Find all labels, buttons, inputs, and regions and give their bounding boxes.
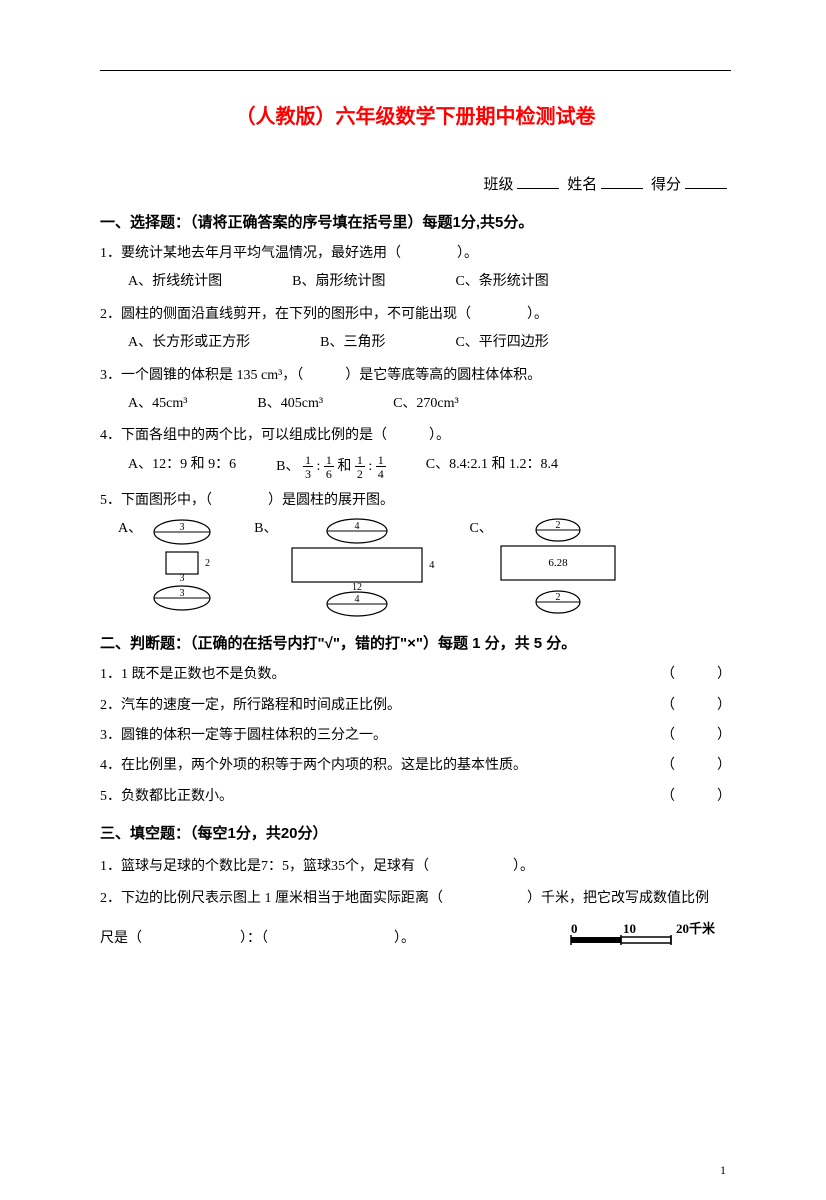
svg-text:2: 2 <box>555 520 560 531</box>
diagram-c-svg: 2 6.28 2 <box>493 518 623 618</box>
svg-text:3: 3 <box>180 588 185 599</box>
q1-opt-b: B、扇形统计图 <box>292 271 385 293</box>
q2-opt-b: B、三角形 <box>320 332 385 354</box>
class-label: 班级 <box>483 177 513 193</box>
judge-3-paren: （ ） <box>661 725 731 747</box>
name-blank <box>601 173 643 189</box>
q4b-prefix: B、 <box>276 459 299 474</box>
section2-heading: 二、判断题：（正确的在括号内打"√"，错的打"×"）每题 1 分，共 5 分。 <box>100 632 731 656</box>
scale-ruler: 0 10 20千米 <box>561 921 731 957</box>
svg-text:20千米: 20千米 <box>676 921 716 936</box>
q4-opt-a: A、12：9 和 9：6 <box>128 454 236 480</box>
judge-2-text: 2．汽车的速度一定，所行路程和时间成正比例。 <box>100 695 401 717</box>
class-blank <box>517 173 559 189</box>
svg-text:4: 4 <box>429 559 435 571</box>
q4b-mid: 和 <box>337 459 351 474</box>
q5-diagram-a: A、 3 3 2 3 <box>118 518 222 618</box>
svg-text:6.28: 6.28 <box>548 557 568 569</box>
q2-options: A、长方形或正方形 B、三角形 C、平行四边形 <box>128 332 731 354</box>
q4-options: A、12：9 和 9：6 B、 13 : 16 和 12 : 14 C、8.4:… <box>128 454 731 480</box>
fill-q2b: 尺是（ ）：（ ）。 <box>100 928 415 950</box>
judge-5: 5．负数都比正数小。 （ ） <box>100 786 731 808</box>
q4-opt-b: B、 13 : 16 和 12 : 14 <box>276 454 386 480</box>
svg-text:2: 2 <box>555 592 560 603</box>
page-number: 1 <box>720 1161 726 1180</box>
judge-5-text: 5．负数都比正数小。 <box>100 786 233 808</box>
name-label: 姓名 <box>567 177 597 193</box>
q3-opt-b: B、405cm³ <box>257 393 323 415</box>
svg-text:10: 10 <box>623 921 636 936</box>
svg-text:12: 12 <box>352 582 362 593</box>
header-fields: 班级 姓名 得分 <box>100 173 731 197</box>
diagram-a-svg: 3 3 2 3 <box>142 518 222 618</box>
judge-4: 4．在比例里，两个外项的积等于两个内项的积。这是比的基本性质。 （ ） <box>100 755 731 777</box>
fill-q2a: 2．下边的比例尺表示图上 1 厘米相当于地面实际距离（ ）千米，把它改写成数值比… <box>100 888 731 910</box>
scale-ruler-svg: 0 10 20千米 <box>561 921 731 949</box>
fill-q1: 1．篮球与足球的个数比是7：5，篮球35个，足球有（ ）。 <box>100 856 731 878</box>
q5-label-a: A、 <box>118 518 142 540</box>
q5-diagram-c: C、 2 6.28 2 <box>469 518 622 618</box>
svg-text:3: 3 <box>180 573 185 584</box>
q2-opt-a: A、长方形或正方形 <box>128 332 250 354</box>
q5-text: 5．下面图形中，（ ）是圆柱的展开图。 <box>100 490 731 512</box>
q3-options: A、45cm³ B、405cm³ C、270cm³ <box>128 393 731 415</box>
q4b-frac2: 16 <box>324 454 334 480</box>
q1-text: 1．要统计某地去年月平均气温情况，最好选用（ ）。 <box>100 243 731 265</box>
q3-opt-c: C、270cm³ <box>393 393 459 415</box>
q5-diagrams: A、 3 3 2 3 B、 4 12 4 <box>118 518 731 618</box>
q1-opt-a: A、折线统计图 <box>128 271 222 293</box>
top-rule <box>100 70 731 71</box>
judge-3-text: 3．圆锥的体积一定等于圆柱体积的三分之一。 <box>100 725 387 747</box>
q5-label-b: B、 <box>254 518 277 540</box>
section1-heading: 一、选择题：（请将正确答案的序号填在括号里）每题1分,共5分。 <box>100 211 731 235</box>
judge-1-text: 1．1 既不是正数也不是负数。 <box>100 664 286 686</box>
judge-3: 3．圆锥的体积一定等于圆柱体积的三分之一。 （ ） <box>100 725 731 747</box>
judge-4-paren: （ ） <box>661 755 731 777</box>
q4b-frac3: 12 <box>355 454 365 480</box>
q1-options: A、折线统计图 B、扇形统计图 C、条形统计图 <box>128 271 731 293</box>
score-label: 得分 <box>651 177 681 193</box>
svg-text:3: 3 <box>180 522 185 533</box>
q3-text: 3．一个圆锥的体积是 135 cm³，（ ）是它等底等高的圆柱体体积。 <box>100 365 731 387</box>
doc-title: （人教版）六年级数学下册期中检测试卷 <box>100 101 731 133</box>
diagram-b-svg: 4 12 4 4 <box>277 518 437 618</box>
score-blank <box>685 173 727 189</box>
q5-diagram-b: B、 4 12 4 4 <box>254 518 437 618</box>
q2-opt-c: C、平行四边形 <box>455 332 548 354</box>
q4-text: 4．下面各组中的两个比，可以组成比例的是（ ）。 <box>100 425 731 447</box>
judge-4-text: 4．在比例里，两个外项的积等于两个内项的积。这是比的基本性质。 <box>100 755 527 777</box>
q5-label-c: C、 <box>469 518 492 540</box>
judge-1-paren: （ ） <box>661 664 731 686</box>
judge-2-paren: （ ） <box>661 695 731 717</box>
judge-1: 1．1 既不是正数也不是负数。 （ ） <box>100 664 731 686</box>
svg-text:4: 4 <box>355 521 360 532</box>
fill-q2b-row: 尺是（ ）：（ ）。 0 10 20千米 <box>100 921 731 957</box>
svg-text:0: 0 <box>571 921 578 936</box>
q3-opt-a: A、45cm³ <box>128 393 187 415</box>
q2-text: 2．圆柱的侧面沿直线剪开，在下列的图形中，不可能出现（ ）。 <box>100 304 731 326</box>
judge-2: 2．汽车的速度一定，所行路程和时间成正比例。 （ ） <box>100 695 731 717</box>
q4b-frac4: 14 <box>376 454 386 480</box>
q4b-frac1: 13 <box>303 454 313 480</box>
judge-5-paren: （ ） <box>661 786 731 808</box>
svg-text:4: 4 <box>355 594 360 605</box>
q1-opt-c: C、条形统计图 <box>455 271 548 293</box>
section3-heading: 三、填空题：（每空1分，共20分） <box>100 822 731 846</box>
q4-opt-c: C、8.4:2.1 和 1.2：8.4 <box>426 454 558 480</box>
svg-text:2: 2 <box>205 558 210 569</box>
